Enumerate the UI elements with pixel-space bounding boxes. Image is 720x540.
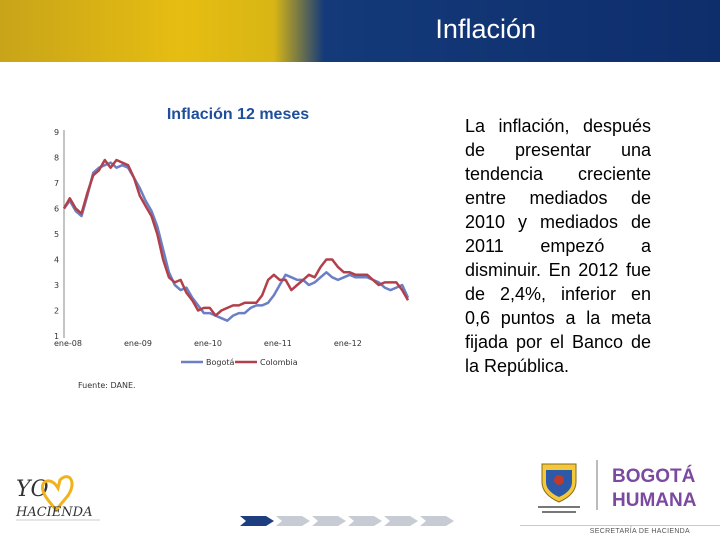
y-tick-label: 7 xyxy=(54,179,59,188)
slide-title: Inflación xyxy=(435,14,536,44)
legend: Bogotá Colombia xyxy=(181,358,298,367)
y-tick-label: 5 xyxy=(54,230,59,239)
bogota-crest-logo xyxy=(538,463,580,513)
logo-divider xyxy=(596,460,598,510)
x-tick-labels: ene-08 ene-09 ene-10 ene-11 ene-12 xyxy=(54,339,362,348)
y-tick-label: 3 xyxy=(54,281,59,290)
y-tick-label: 4 xyxy=(54,256,59,265)
yo-hacienda-logo: YO HACIENDA xyxy=(15,475,100,521)
y-tick-label: 6 xyxy=(54,205,59,214)
footer-label: SECRETARÍA DE HACIENDA xyxy=(589,528,690,535)
series-line-bogota xyxy=(63,161,410,322)
body-paragraph: La inflación, después de presentar una t… xyxy=(465,116,651,376)
series-lines xyxy=(62,158,410,322)
bogota-humana-logo: BOGOTÁ HUMANA xyxy=(612,465,697,511)
y-tick-label: 1 xyxy=(54,332,59,341)
chart-title: Inflación 12 meses xyxy=(167,106,309,123)
x-tick-label: ene-12 xyxy=(334,339,362,348)
slide-progress-arrows xyxy=(240,516,454,526)
x-tick-label: ene-10 xyxy=(194,339,222,348)
x-tick-label: ene-11 xyxy=(264,339,292,348)
svg-text:HACIENDA: HACIENDA xyxy=(15,505,92,520)
legend-label-colombia: Colombia xyxy=(260,358,298,367)
y-tick-label: 8 xyxy=(54,154,59,163)
x-tick-label: ene-09 xyxy=(124,339,152,348)
x-tick-label: ene-08 xyxy=(54,339,82,348)
legend-label-bogota: Bogotá xyxy=(206,358,234,367)
svg-text:BOGOTÁ: BOGOTÁ xyxy=(612,465,696,487)
header-banner: Inflación xyxy=(0,0,720,62)
y-tick-label: 9 xyxy=(54,128,59,137)
y-tick-labels: 1 2 3 4 5 6 7 8 9 xyxy=(54,128,59,341)
y-tick-label: 2 xyxy=(54,307,59,316)
svg-text:HUMANA: HUMANA xyxy=(612,490,697,511)
series-line-colombia xyxy=(62,158,410,317)
footer-rule xyxy=(520,525,720,526)
source-note: Fuente: DANE. xyxy=(78,381,136,390)
